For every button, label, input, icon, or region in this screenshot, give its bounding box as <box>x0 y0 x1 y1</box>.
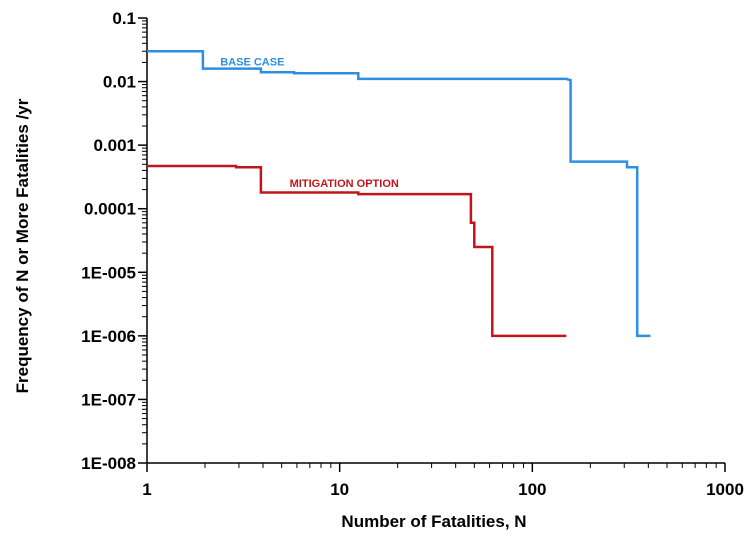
y-tick-label: 1E-008 <box>81 454 136 473</box>
x-tick-label: 1000 <box>706 480 744 499</box>
y-tick-label: 0.001 <box>93 136 136 155</box>
y-tick-label: 1E-006 <box>81 327 136 346</box>
series-line-base-case <box>147 49 651 338</box>
series-label-base-case: BASE CASE <box>220 56 284 68</box>
series-layer: BASE CASE MITIGATION OPTION <box>147 49 651 338</box>
y-axis-title: Frequency of N or More Fatalities /yr <box>13 98 32 393</box>
y-tick-label: 1E-007 <box>81 390 136 409</box>
axes: 1 10 100 1000 0.1 0.01 0.001 0.0001 1E-005 1E-006… <box>81 9 744 499</box>
series-label-mitigation-option: MITIGATION OPTION <box>290 178 399 190</box>
series-line-mitigation-option <box>147 164 567 338</box>
x-tick-label: 1 <box>142 480 151 499</box>
y-tick-label: 1E-005 <box>81 263 136 282</box>
x-tick-label: 100 <box>518 480 546 499</box>
y-tick-label: 0.1 <box>112 9 136 28</box>
y-tick-label: 0.01 <box>103 73 136 92</box>
x-tick-label: 10 <box>330 480 349 499</box>
y-tick-label: 0.0001 <box>84 200 136 219</box>
x-axis-title: Number of Fatalities, N <box>341 512 526 531</box>
